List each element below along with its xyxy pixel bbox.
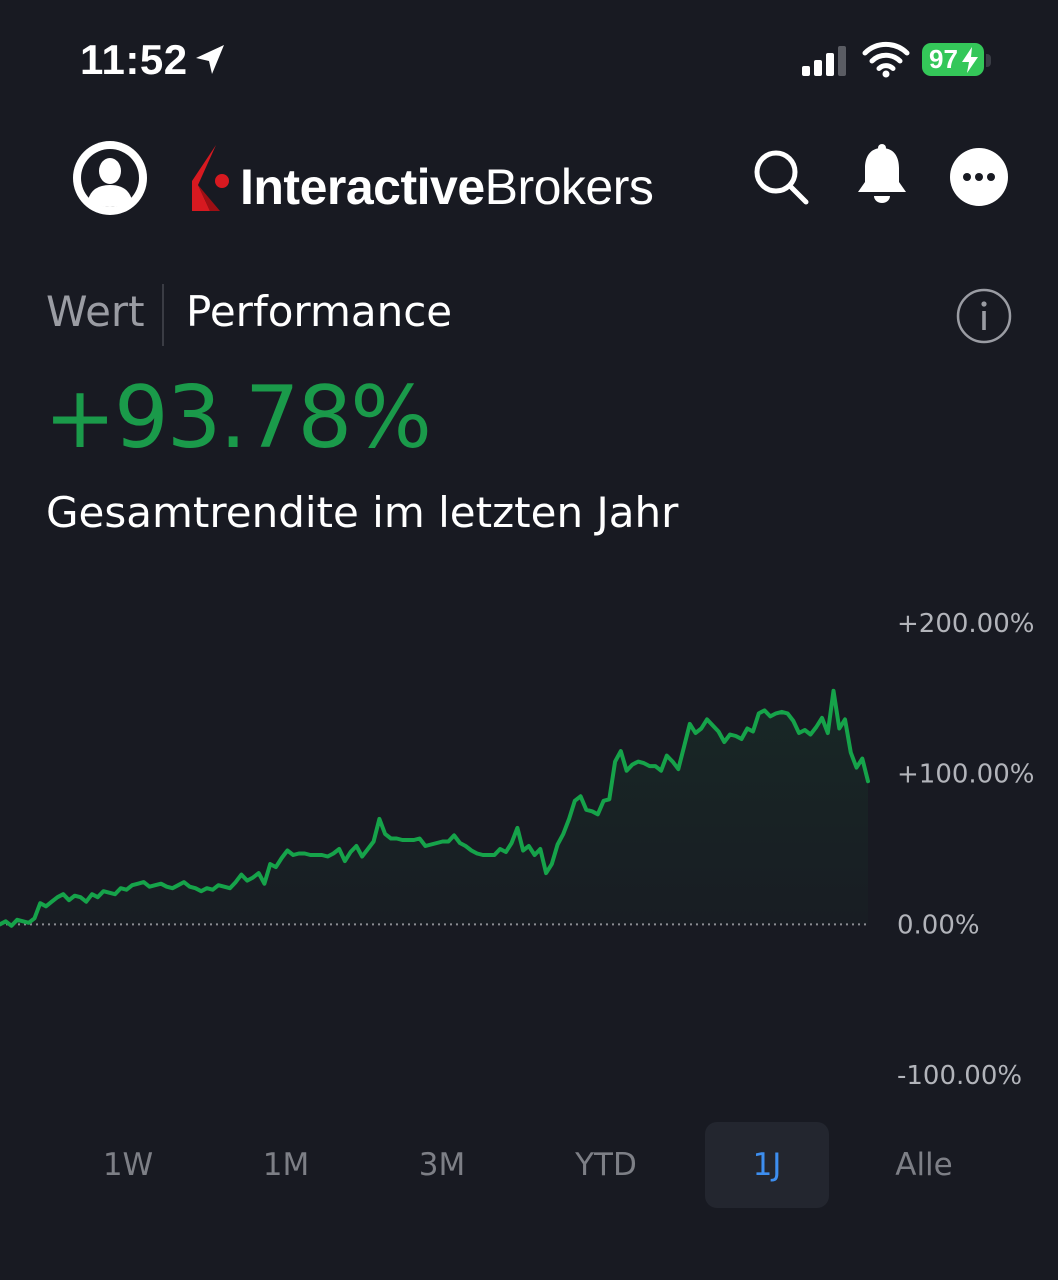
performance-line: [0, 688, 870, 928]
y-tick-label: +100.00%: [897, 760, 1034, 790]
interactive-brokers-logo-icon: [192, 145, 229, 211]
y-tick-label: 0.00%: [897, 910, 980, 940]
user-avatar-icon[interactable]: [72, 140, 148, 216]
brand-name: InteractiveBrokers: [240, 158, 654, 216]
wifi-icon: [862, 41, 910, 78]
time-range-alle[interactable]: Alle: [895, 1147, 953, 1183]
battery-charging-icon: [962, 47, 978, 73]
y-tick-label: -100.00%: [897, 1061, 1022, 1091]
search-icon[interactable]: [752, 148, 810, 206]
time-range-1m[interactable]: 1M: [262, 1147, 310, 1183]
total-return-value: +93.78%: [44, 368, 432, 468]
time-range-selector: 1W 1M 3M YTD 1J Alle: [0, 1122, 1058, 1210]
total-return-caption: Gesamtrendite im letzten Jahr: [46, 488, 679, 537]
tab-value[interactable]: Wert: [46, 287, 145, 336]
more-button[interactable]: [950, 148, 1008, 206]
info-icon[interactable]: [956, 288, 1012, 344]
time-range-1j[interactable]: 1J: [705, 1122, 829, 1208]
time-range-3m[interactable]: 3M: [418, 1147, 466, 1183]
brand-name-bold: Interactive: [240, 159, 485, 215]
tab-divider: [162, 284, 164, 346]
tab-performance[interactable]: Performance: [186, 287, 453, 336]
location-arrow-icon: [196, 45, 224, 74]
time-range-1w[interactable]: 1W: [102, 1147, 154, 1183]
battery-cap: [986, 54, 991, 67]
status-time: 11:52: [80, 36, 188, 83]
more-icon: [963, 173, 995, 181]
cellular-signal-icon: [802, 46, 846, 76]
bell-icon[interactable]: [854, 144, 910, 206]
performance-chart[interactable]: +200.00% +100.00% 0.00% -100.00%: [0, 600, 1058, 1100]
time-range-ytd[interactable]: YTD: [575, 1147, 637, 1183]
brand-name-regular: Brokers: [484, 159, 654, 215]
y-tick-label: +200.00%: [897, 609, 1034, 639]
performance-area: [0, 690, 868, 926]
